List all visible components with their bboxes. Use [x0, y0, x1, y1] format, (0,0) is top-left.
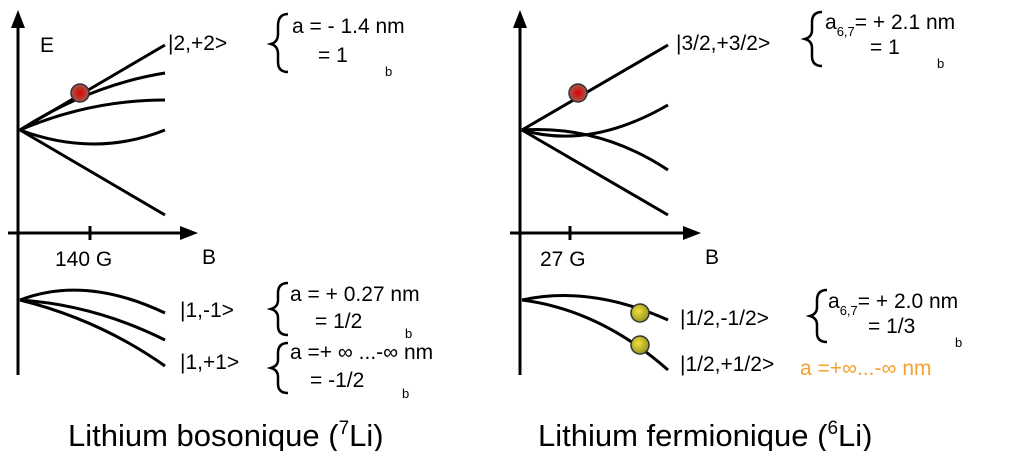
caption-text: Li) [838, 418, 872, 451]
level-curve [521, 128, 669, 217]
brace [266, 341, 289, 395]
scattering-length: a =+ ∞ ...-∞ nm [290, 341, 433, 364]
energy-label: E [40, 34, 54, 57]
atom-marker [70, 83, 90, 103]
value: = + 2.0 nm [858, 290, 958, 313]
level-curve [19, 98, 166, 132]
caption-text: Lithium fermionique ( [538, 418, 828, 451]
brace [800, 10, 823, 68]
state-label: |3/2,+3/2> [676, 32, 770, 55]
subscript: b [385, 64, 392, 79]
level-curve [19, 128, 166, 146]
state-label: |1/2,+1/2> [680, 353, 774, 376]
level-curve [19, 71, 166, 132]
caption-sup: 7 [339, 418, 350, 439]
caption-text: Lithium bosonique ( [68, 418, 339, 451]
level-curve [521, 298, 669, 372]
arrow-head [683, 226, 701, 240]
level-curve [19, 298, 166, 368]
subscript: b [937, 56, 944, 71]
value: = + 2.1 nm [855, 11, 955, 34]
arrow-head [11, 10, 25, 28]
state-label: |1,-1> [180, 299, 234, 322]
arrow-head [513, 10, 527, 28]
level-curve [521, 294, 669, 322]
subscript: b [402, 386, 409, 401]
right-panel: 27 G B |3/2,+3/2> a6,7= + 2.1 nm = 1 b |… [510, 10, 962, 451]
ratio: = 1/3 [868, 315, 915, 338]
state-label: |1/2,-1/2> [680, 307, 769, 330]
brace [805, 288, 828, 344]
symbol: a [825, 11, 837, 34]
left-panel: E 140 G B |2,+2> a = - 1.4 nm = 1 b |1,-… [8, 10, 433, 451]
ratio: = 1 [870, 36, 900, 59]
subscript: 6,7 [837, 24, 855, 39]
state-label: |1,+1> [180, 351, 239, 374]
field-label: 27 G [540, 248, 586, 271]
level-curve [19, 128, 166, 217]
level-curve [19, 298, 166, 342]
caption: Lithium fermionique (6Li) [538, 418, 873, 451]
atom-marker [630, 303, 650, 323]
atom-marker [630, 335, 650, 355]
caption-sup: 6 [827, 418, 838, 439]
scattering-length: a6,7= + 2.0 nm [828, 290, 958, 318]
symbol: a [828, 290, 840, 313]
brace [266, 281, 289, 337]
scattering-length: a = + 0.27 nm [290, 283, 420, 306]
subscript: b [955, 335, 962, 350]
scattering-length: a = - 1.4 nm [292, 15, 405, 38]
ratio: = 1 [318, 44, 348, 67]
level-curve [521, 128, 669, 172]
caption-text: Li) [349, 418, 383, 451]
state-label: |2,+2> [168, 32, 227, 55]
brace [266, 12, 289, 74]
subscript: b [405, 326, 412, 341]
atom-marker [568, 83, 588, 103]
caption: Lithium bosonique (7Li) [68, 418, 384, 451]
ratio: = -1/2 [310, 369, 364, 392]
b-label: B [705, 246, 719, 269]
level-curve [521, 103, 669, 138]
level-curve [19, 288, 166, 315]
b-label: B [202, 246, 216, 269]
field-label: 140 G [55, 248, 112, 271]
subscript: 6,7 [840, 303, 858, 318]
scattering-length: a =+∞...-∞ nm [800, 357, 932, 380]
scattering-length: a6,7= + 2.1 nm [825, 11, 955, 39]
arrow-head [180, 226, 198, 240]
ratio: = 1/2 [315, 310, 362, 333]
level-curve [521, 43, 669, 132]
